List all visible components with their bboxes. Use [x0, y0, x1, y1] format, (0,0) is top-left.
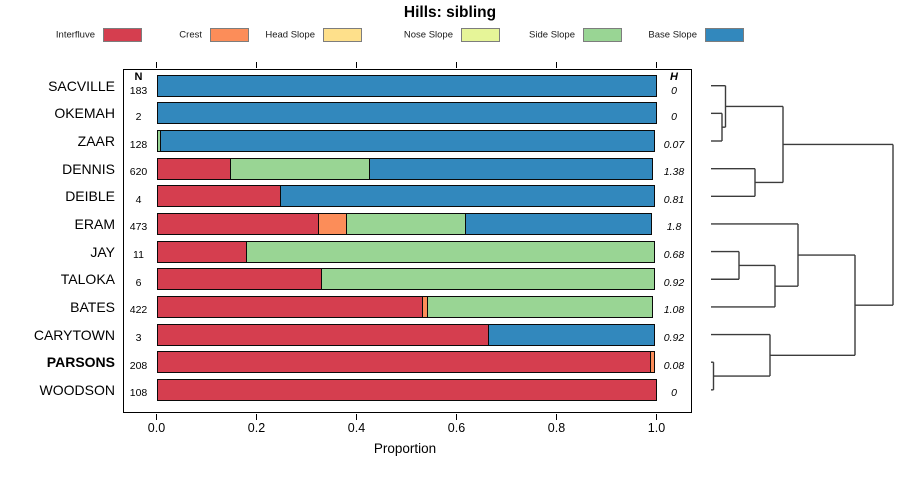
x-axis-label: Proportion: [373, 441, 437, 456]
n-value: 3: [135, 332, 142, 345]
row-label: DEIBLE: [65, 188, 115, 205]
bar-segment: [488, 323, 655, 346]
x-tick-top: [155, 62, 158, 68]
bar-segment: [321, 268, 655, 291]
n-value: 108: [129, 387, 148, 400]
bar-segment: [279, 185, 655, 208]
n-value: 422: [129, 304, 148, 317]
x-tick-top: [555, 62, 558, 68]
row-label: OKEMAH: [54, 105, 115, 122]
legend-label: Interfluve: [55, 29, 95, 40]
h-value: 0.92: [663, 276, 685, 289]
bar-taloka: [156, 268, 655, 291]
x-tick-label: 0.2: [247, 421, 266, 435]
n-value: 183: [129, 85, 148, 98]
x-tick-top: [255, 62, 258, 68]
legend-label: Crest: [179, 29, 202, 40]
x-tick-label: 0.6: [447, 421, 466, 435]
bar-woodson: [156, 378, 657, 401]
h-value: 1.08: [663, 304, 685, 317]
x-tick-bottom: [355, 414, 358, 420]
legend-swatch-side-slope: [583, 28, 622, 42]
bar-sacville: [156, 74, 657, 97]
x-tick-bottom: [155, 414, 158, 420]
bar-parsons: [156, 351, 655, 374]
bar-carytown: [156, 323, 655, 346]
h-value: 0: [671, 110, 677, 123]
h-value: 0.08: [663, 359, 685, 372]
x-tick-bottom: [455, 414, 458, 420]
bar-segment: [156, 378, 657, 401]
legend-swatch-interfluve: [103, 28, 142, 42]
bar-okemah: [156, 102, 657, 125]
x-tick-label: 0.8: [547, 421, 566, 435]
h-value: 1.38: [663, 166, 685, 179]
bar-bates: [156, 295, 654, 318]
n-value: 208: [129, 359, 148, 372]
n-value: 128: [129, 138, 148, 151]
n-value: 473: [129, 221, 148, 234]
row-label: PARSONS: [46, 354, 115, 371]
h-column-header: H: [670, 71, 678, 84]
h-value: 0: [671, 85, 677, 98]
n-value: 11: [133, 249, 144, 262]
x-tick-label: 1.0: [647, 421, 666, 435]
legend-label: Nose Slope: [403, 29, 453, 40]
bar-segment: [426, 295, 654, 318]
x-tick-top: [655, 62, 658, 68]
legend-swatch-nose-slope: [461, 28, 500, 42]
bar-eram: [156, 212, 652, 235]
h-value: 0.07: [663, 138, 685, 151]
x-tick-bottom: [655, 414, 658, 420]
n-value: 620: [129, 166, 148, 179]
h-value: 0: [671, 387, 677, 400]
bar-segment: [159, 130, 655, 152]
row-label: ERAM: [74, 215, 115, 232]
plot-box: [123, 69, 692, 413]
n-value: 6: [135, 276, 142, 289]
bar-deible: [156, 185, 655, 208]
row-label: SACVILLE: [48, 77, 115, 94]
bar-segment: [369, 157, 654, 180]
row-label: ZAAR: [77, 133, 115, 149]
legend-swatch-head-slope: [323, 28, 362, 42]
legend-swatch-crest: [210, 28, 249, 42]
h-value: 0.92: [663, 332, 685, 345]
bar-segment: [156, 102, 657, 125]
x-tick-bottom: [555, 414, 558, 420]
n-value: 2: [135, 110, 142, 123]
h-value: 0.68: [663, 249, 685, 262]
row-label: DENNIS: [62, 160, 115, 177]
row-label: TALOKA: [60, 271, 115, 288]
x-tick-bottom: [255, 414, 258, 420]
row-label: WOODSON: [39, 381, 115, 398]
n-value: 4: [135, 193, 142, 206]
bar-dennis: [156, 157, 654, 180]
bar-zaar: [156, 130, 655, 152]
bar-segment: [649, 351, 655, 374]
bar-jay: [156, 240, 655, 263]
chart-title: Hills: sibling: [403, 4, 497, 21]
n-column-header: N: [134, 71, 143, 84]
bar-segment: [156, 74, 657, 97]
row-label: JAY: [90, 243, 115, 260]
x-tick-label: 0.0: [147, 421, 166, 435]
legend-label: Side Slope: [529, 29, 575, 40]
h-value: 0.81: [663, 193, 685, 206]
legend-label: Base Slope: [648, 29, 697, 40]
bar-segment: [465, 212, 652, 235]
legend-label: Head Slope: [265, 29, 315, 40]
bar-segment: [245, 240, 655, 263]
x-tick-top: [355, 62, 358, 68]
x-tick-top: [455, 62, 458, 68]
legend-swatch-base-slope: [705, 28, 744, 42]
x-tick-label: 0.4: [347, 421, 366, 435]
row-label: CARYTOWN: [33, 326, 115, 343]
row-label: BATES: [70, 298, 115, 315]
h-value: 1.8: [666, 221, 682, 234]
